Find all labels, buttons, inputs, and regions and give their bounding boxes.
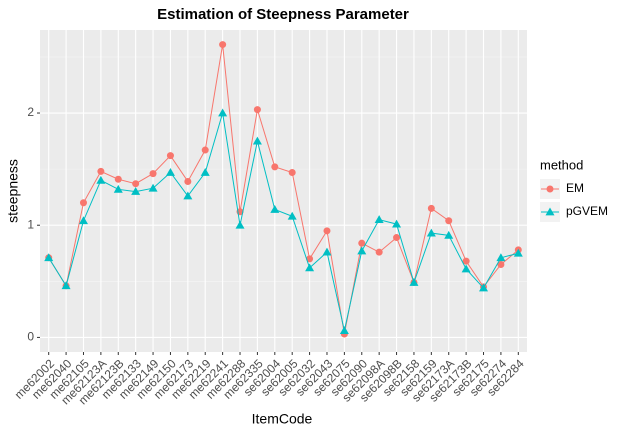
point xyxy=(79,199,87,207)
point xyxy=(97,167,105,175)
point xyxy=(461,264,471,273)
point xyxy=(287,211,297,220)
point xyxy=(426,228,436,237)
legend-label: pGVEM xyxy=(566,204,608,218)
point xyxy=(323,227,331,235)
line xyxy=(48,44,519,335)
point xyxy=(288,168,296,176)
point xyxy=(184,177,192,185)
point xyxy=(219,41,227,49)
point xyxy=(183,191,193,200)
point xyxy=(253,106,261,114)
point xyxy=(374,215,384,223)
point xyxy=(444,230,454,239)
y-axis-title: steepness xyxy=(5,159,21,223)
line xyxy=(48,112,519,331)
y-tick-label: 1 xyxy=(27,217,34,231)
point xyxy=(44,253,54,262)
point xyxy=(270,205,280,213)
point xyxy=(252,136,262,145)
x-axis-title: ItemCode xyxy=(252,411,313,427)
point xyxy=(114,175,122,183)
point xyxy=(166,152,174,160)
legend-label: EM xyxy=(566,181,584,195)
point xyxy=(339,326,349,335)
point xyxy=(375,248,383,256)
point xyxy=(497,260,505,268)
point xyxy=(235,220,245,229)
y-tick-label: 0 xyxy=(27,330,34,344)
point xyxy=(200,167,210,176)
legend-marker xyxy=(545,207,555,216)
point xyxy=(427,204,435,212)
point xyxy=(148,183,158,192)
point xyxy=(393,234,401,242)
point xyxy=(131,187,141,195)
point xyxy=(201,146,209,154)
y-tick-label: 2 xyxy=(27,105,34,119)
point xyxy=(61,281,71,290)
chart-title: Estimation of Steepness Parameter xyxy=(157,6,409,23)
point xyxy=(357,246,367,255)
point xyxy=(271,163,279,171)
point xyxy=(513,248,523,257)
point xyxy=(165,167,175,176)
point xyxy=(445,217,453,225)
point xyxy=(113,184,123,193)
panel xyxy=(40,30,527,352)
point xyxy=(409,277,419,286)
point xyxy=(462,257,470,265)
point xyxy=(78,216,88,225)
point xyxy=(496,253,506,262)
legend-title: method xyxy=(540,157,583,172)
point xyxy=(305,263,315,272)
point xyxy=(96,175,106,184)
point xyxy=(306,255,314,263)
point xyxy=(322,247,332,256)
point xyxy=(392,219,402,228)
legend-marker xyxy=(546,185,554,193)
point xyxy=(132,180,140,188)
point xyxy=(149,170,157,178)
point xyxy=(479,283,489,292)
point xyxy=(358,239,366,247)
point xyxy=(218,108,228,117)
